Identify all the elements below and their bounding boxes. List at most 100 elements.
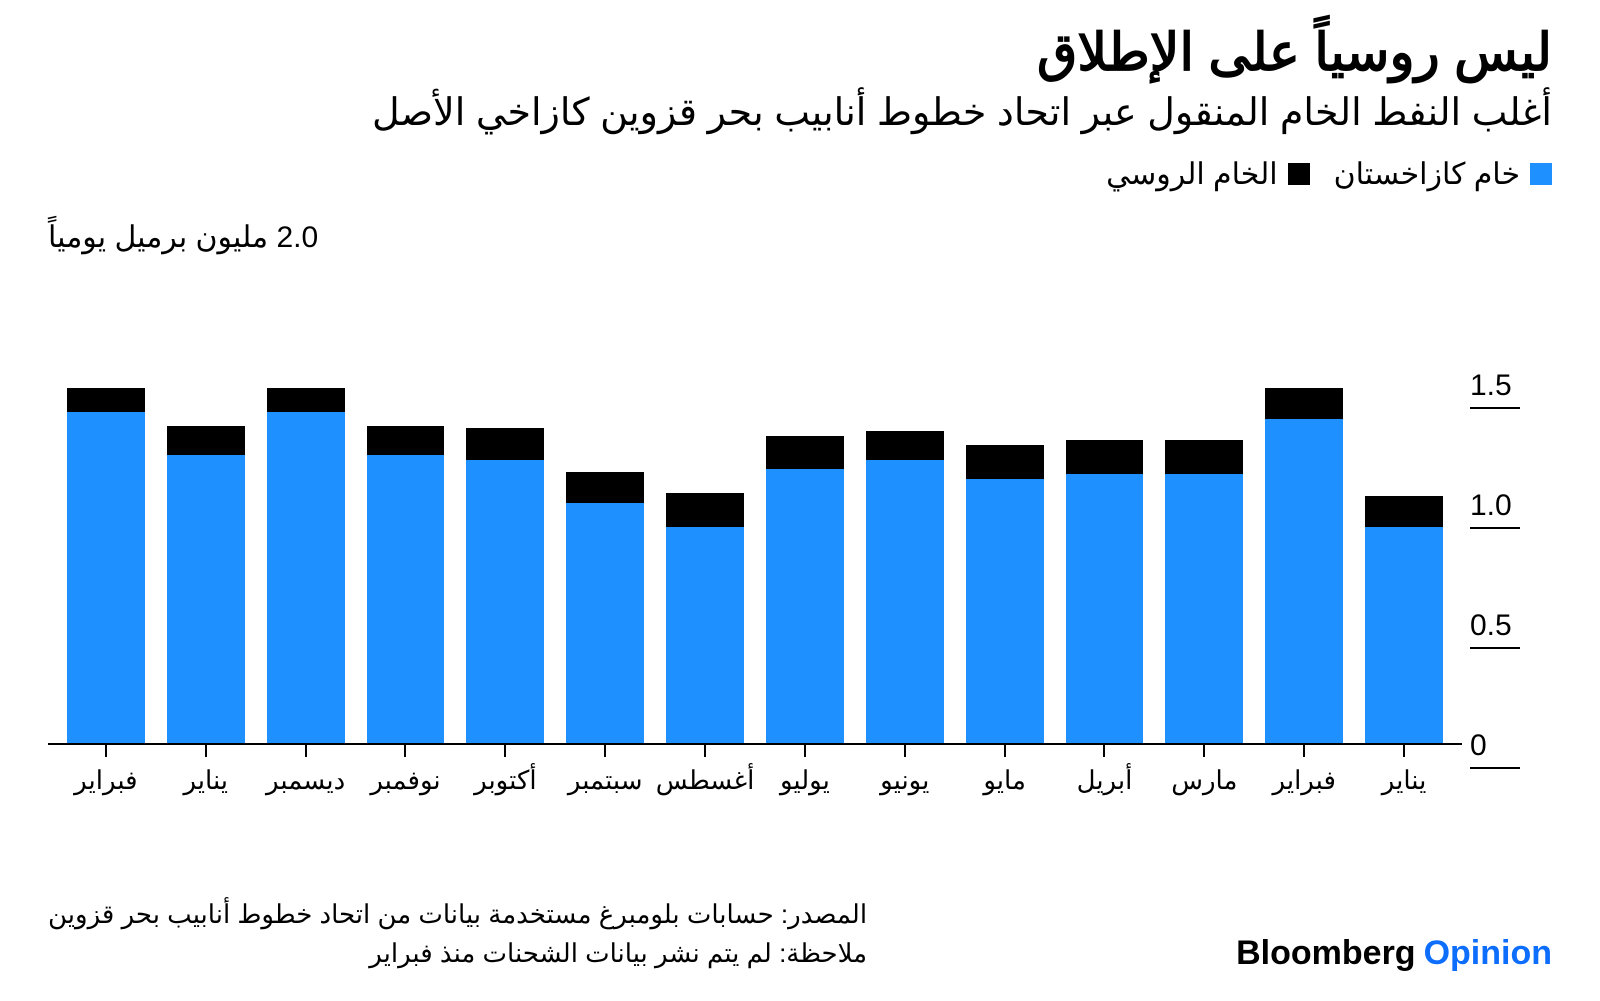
bar-segment-russian (267, 388, 345, 412)
plot-area (48, 265, 1462, 745)
x-tick-mark (704, 743, 706, 757)
bar-segment-russian (866, 431, 944, 460)
legend-item-kazakh: خام كازاخستان (1334, 157, 1552, 192)
x-label-text: سبتمبر (568, 765, 643, 796)
bar-segment-russian (666, 493, 744, 527)
bar-segment-russian (67, 388, 145, 412)
bar-slot (755, 265, 855, 743)
y-axis-unit: 2.0 مليون برميل يومياً (48, 220, 1552, 255)
y-tick-mark (1470, 527, 1520, 529)
x-axis-label: سبتمبر (555, 745, 655, 785)
source-text: المصدر: حسابات بلومبرغ مستخدمة بيانات من… (48, 895, 867, 934)
legend-item-russian: الخام الروسي (1106, 157, 1310, 192)
x-axis-labels: ينايرفبرايرمارسأبريلمايويونيويوليوأغسطسس… (48, 745, 1462, 785)
bar-segment-kazakh (167, 455, 245, 743)
bar-segment-russian (466, 428, 544, 459)
x-label-text: يونيو (880, 765, 929, 796)
x-tick-mark (904, 743, 906, 757)
x-tick-mark (1203, 743, 1205, 757)
x-axis-label: مارس (1154, 745, 1254, 785)
y-tick-label: 1.0 (1462, 489, 1552, 523)
y-tick: 0 (1462, 729, 1552, 763)
x-label-text: مارس (1171, 765, 1237, 796)
bar-segment-kazakh (866, 460, 944, 743)
bar-segment-kazakh (466, 460, 544, 743)
bar-slot (855, 265, 955, 743)
x-label-text: يناير (183, 765, 228, 796)
bar-segment-kazakh (367, 455, 445, 743)
y-tick: 0.5 (1462, 609, 1552, 643)
bar-slot (56, 265, 156, 743)
bar-segment-russian (1365, 496, 1443, 527)
bar-slot (455, 265, 555, 743)
bar-slot (1354, 265, 1454, 743)
y-tick-mark (1470, 407, 1520, 409)
bar-stack (1165, 440, 1243, 742)
brand-part1: Bloomberg (1236, 934, 1415, 972)
x-tick-mark (504, 743, 506, 757)
chart-area: 0 0.5 1.0 1.5 ينايرفبرايرمارسأبريلمايويونيو… (48, 265, 1552, 785)
bar-slot (1055, 265, 1155, 743)
chart-title: ليس روسياً على الإطلاق (48, 24, 1552, 84)
y-tick-label: 0 (1462, 729, 1552, 763)
x-label-text: يناير (1382, 765, 1427, 796)
bar-stack (966, 445, 1044, 743)
x-tick-mark (305, 743, 307, 757)
bar-stack (566, 472, 644, 743)
x-axis-label: يناير (156, 745, 256, 785)
bar-segment-kazakh (1066, 474, 1144, 743)
bar-segment-russian (966, 445, 1044, 479)
bar-stack (267, 388, 345, 743)
y-tick: 1.0 (1462, 489, 1552, 523)
x-tick-mark (1103, 743, 1105, 757)
bar-slot (655, 265, 755, 743)
y-tick-label: 0.5 (1462, 609, 1552, 643)
y-axis: 00.51.01.5 (1462, 265, 1552, 745)
bar-slot (1154, 265, 1254, 743)
y-tick-mark (1470, 647, 1520, 649)
y-tick-mark (1470, 767, 1520, 769)
footer-notes: المصدر: حسابات بلومبرغ مستخدمة بيانات من… (48, 895, 867, 973)
bar-segment-russian (1265, 388, 1343, 419)
bar-segment-kazakh (1165, 474, 1243, 743)
bar-segment-kazakh (566, 503, 644, 743)
bar-slot (1254, 265, 1354, 743)
x-tick-mark (404, 743, 406, 757)
bar-slot (256, 265, 356, 743)
x-tick-mark (604, 743, 606, 757)
x-axis-label: أكتوبر (455, 745, 555, 785)
bar-segment-russian (1165, 440, 1243, 474)
bar-stack (1066, 440, 1144, 742)
x-tick-mark (105, 743, 107, 757)
x-axis-label: فبراير (1254, 745, 1354, 785)
y-tick: 1.5 (1462, 369, 1552, 403)
bar-segment-kazakh (1365, 527, 1443, 743)
bar-segment-russian (566, 472, 644, 503)
x-tick-mark (1303, 743, 1305, 757)
bar-stack (167, 426, 245, 743)
bar-segment-kazakh (67, 412, 145, 743)
bar-stack (1265, 388, 1343, 743)
legend-swatch-kazakh (1530, 163, 1552, 185)
x-label-text: فبراير (1272, 765, 1335, 796)
x-label-text: أبريل (1077, 765, 1133, 796)
x-label-text: مايو (983, 765, 1026, 796)
x-label-text: يوليو (780, 765, 830, 796)
bar-stack (666, 493, 744, 743)
note-text: ملاحظة: لم يتم نشر بيانات الشحنات منذ فب… (48, 934, 867, 973)
bar-slot (955, 265, 1055, 743)
bar-segment-kazakh (766, 469, 844, 743)
x-axis-label: فبراير (56, 745, 156, 785)
x-axis-label: أبريل (1055, 745, 1155, 785)
bar-stack (1365, 496, 1443, 743)
x-label-text: أغسطس (656, 765, 755, 796)
legend-swatch-russian (1288, 163, 1310, 185)
bar-slot (555, 265, 655, 743)
chart-subtitle: أغلب النفط الخام المنقول عبر اتحاد خطوط … (48, 90, 1552, 135)
x-axis-label: يناير (1354, 745, 1454, 785)
x-label-text: نوفمبر (370, 765, 440, 796)
x-tick-mark (1004, 743, 1006, 757)
legend-label-russian: الخام الروسي (1106, 157, 1278, 192)
bar-segment-russian (367, 426, 445, 455)
x-tick-mark (205, 743, 207, 757)
